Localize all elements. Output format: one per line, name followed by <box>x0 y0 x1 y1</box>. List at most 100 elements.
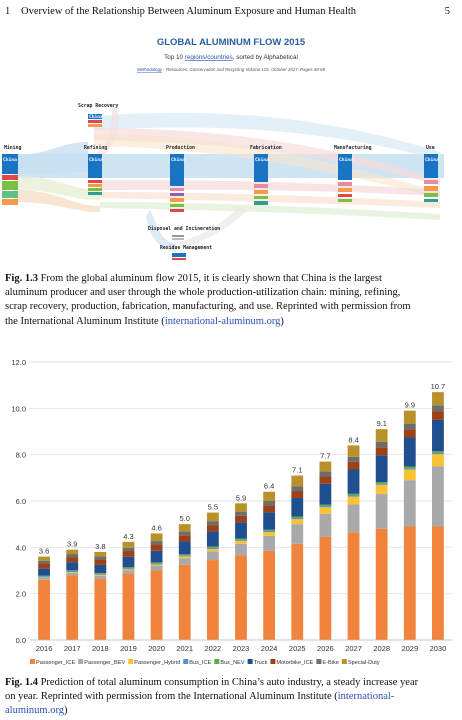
data-label: 4.3 <box>123 532 133 541</box>
stage-label-mining: Mining <box>4 145 21 151</box>
running-header: 1 Overview of the Relationship Between A… <box>5 6 450 20</box>
stage-label-refining: Refining <box>84 145 107 151</box>
bar-segment-passenger-ice <box>403 526 416 640</box>
bar-segment-bus-nev <box>178 554 191 556</box>
legend-label: Special-Duty <box>348 660 380 666</box>
data-label: 5.5 <box>208 503 218 512</box>
bar-segment-passenger-hybrid <box>403 469 416 481</box>
bar-segment-passenger-hybrid <box>66 572 79 573</box>
bar-segment-truck <box>178 541 191 555</box>
y-tick-label: 6.0 <box>16 497 26 506</box>
aluminum-flow-figure: GLOBAL ALUMINUM FLOW 2015 Top 10 regions… <box>2 37 444 260</box>
bar-segment-bus-ice <box>291 517 304 520</box>
y-tick-label: 4.0 <box>16 543 26 552</box>
bar-segment-passenger-ice <box>122 573 135 640</box>
bar-segment-bus-nev <box>38 575 50 577</box>
stage-label-use: Use <box>426 145 435 151</box>
bar-segment-passenger-hybrid <box>347 496 360 505</box>
iai-link-1[interactable]: international-aluminum.org <box>164 315 281 327</box>
data-label: 9.9 <box>405 401 415 410</box>
data-label: 10.7 <box>431 382 446 391</box>
bar-segment-bus-ice <box>66 570 79 573</box>
legend-label: Motorbike_ICE <box>276 660 313 666</box>
scrap-recovery-label: Scrap Recovery <box>78 103 119 109</box>
x-tick-label: 2027 <box>345 644 362 653</box>
bar-segment-truck <box>122 556 135 568</box>
bar-segment-bus-nev <box>150 562 163 564</box>
bar-segment-passenger-ice <box>206 560 219 640</box>
bar-segment-passenger-ice <box>235 555 247 640</box>
bar-segment-truck <box>347 469 360 494</box>
regions-link[interactable]: regions/countries <box>185 54 233 61</box>
bar-segment-truck <box>38 568 50 576</box>
bar-segment-passenger-bev <box>38 577 50 580</box>
bar-segment-special-duty <box>263 491 276 501</box>
bar-segment-bus-nev <box>66 570 79 571</box>
x-tick-label: 2030 <box>430 644 447 653</box>
bar-segment-passenger-ice <box>178 564 191 640</box>
bar-segment-bus-ice <box>38 576 50 578</box>
bar-segment-motorbike-ice <box>122 551 135 557</box>
data-label: 3.6 <box>39 547 49 556</box>
bar-segment-bus-ice <box>94 573 107 575</box>
x-tick-label: 2017 <box>64 644 81 653</box>
bar-segment-e-bike <box>235 511 247 516</box>
stage-label-fabrication: Fabrication <box>250 145 282 151</box>
bar-segment-special-duty <box>375 429 388 442</box>
x-tick-label: 2016 <box>36 644 53 653</box>
bar-segment-special-duty <box>206 512 219 522</box>
bar-segment-truck <box>263 512 276 530</box>
bar-segment-e-bike <box>263 501 276 506</box>
bar-segment-passenger-hybrid <box>432 454 444 467</box>
bar-segment-passenger-bev <box>122 570 135 574</box>
bar-segment-passenger-ice <box>66 575 79 640</box>
bar-segment-e-bike <box>94 556 107 560</box>
bar-segment-motorbike-ice <box>206 525 219 532</box>
data-label: 4.6 <box>151 523 161 532</box>
page-number: 5 <box>444 6 450 17</box>
data-label: 6.4 <box>264 482 274 491</box>
bar-segment-passenger-ice <box>291 543 304 640</box>
bar-segment-passenger-ice <box>263 550 276 640</box>
legend-swatch <box>30 659 35 664</box>
data-label: 5.9 <box>236 493 246 502</box>
stage-label-manufacturing: Manufacturing <box>334 145 372 151</box>
methodology-link[interactable]: Methodology <box>137 67 163 72</box>
bar-segment-e-bike <box>432 405 444 412</box>
bar-segment-passenger-hybrid <box>94 574 107 576</box>
bar-segment-motorbike-ice <box>178 535 191 542</box>
flow-bands <box>14 100 444 252</box>
chapter-number: 1 <box>5 6 11 17</box>
bar-segment-special-duty <box>178 524 191 532</box>
bar-segment-special-duty <box>432 392 444 406</box>
flow-title: GLOBAL ALUMINUM FLOW 2015 <box>157 37 306 48</box>
bar-segment-bus-ice <box>178 555 191 557</box>
bar-segment-bus-ice <box>403 468 416 470</box>
bar-segment-passenger-bev <box>66 572 79 576</box>
bar-segment-truck <box>403 437 416 467</box>
bar-segment-truck <box>206 531 219 547</box>
bar-segment-motorbike-ice <box>94 559 107 565</box>
iai-link-2b[interactable]: aluminum.org <box>5 705 65 717</box>
legend-swatch <box>128 659 134 664</box>
bar-segment-e-bike <box>347 456 360 462</box>
bar-segment-e-bike <box>375 441 388 448</box>
bar-segment-special-duty <box>66 549 79 555</box>
bar-segment-passenger-bev <box>178 558 191 565</box>
bar-segment-passenger-bev <box>319 513 332 537</box>
bar-segment-bus-ice <box>206 547 219 549</box>
bar-segment-bus-ice <box>235 539 247 541</box>
fabrication-china-label: China <box>255 157 269 163</box>
iai-link-2a[interactable]: international- <box>337 691 395 703</box>
bar-segment-e-bike <box>319 471 332 477</box>
y-tick-label: 12.0 <box>11 358 26 367</box>
bar-segment-passenger-bev <box>235 543 247 556</box>
bar-segment-bus-ice <box>375 483 388 485</box>
bar-segment-passenger-bev <box>206 551 219 561</box>
bar-segment-passenger-hybrid <box>150 564 163 566</box>
bar-segment-special-duty <box>94 551 107 557</box>
bar-segment-motorbike-ice <box>319 476 332 484</box>
bar-segment-truck <box>66 562 79 571</box>
bar-segment-passenger-hybrid <box>206 548 219 552</box>
bar-segment-passenger-hybrid <box>178 556 191 559</box>
